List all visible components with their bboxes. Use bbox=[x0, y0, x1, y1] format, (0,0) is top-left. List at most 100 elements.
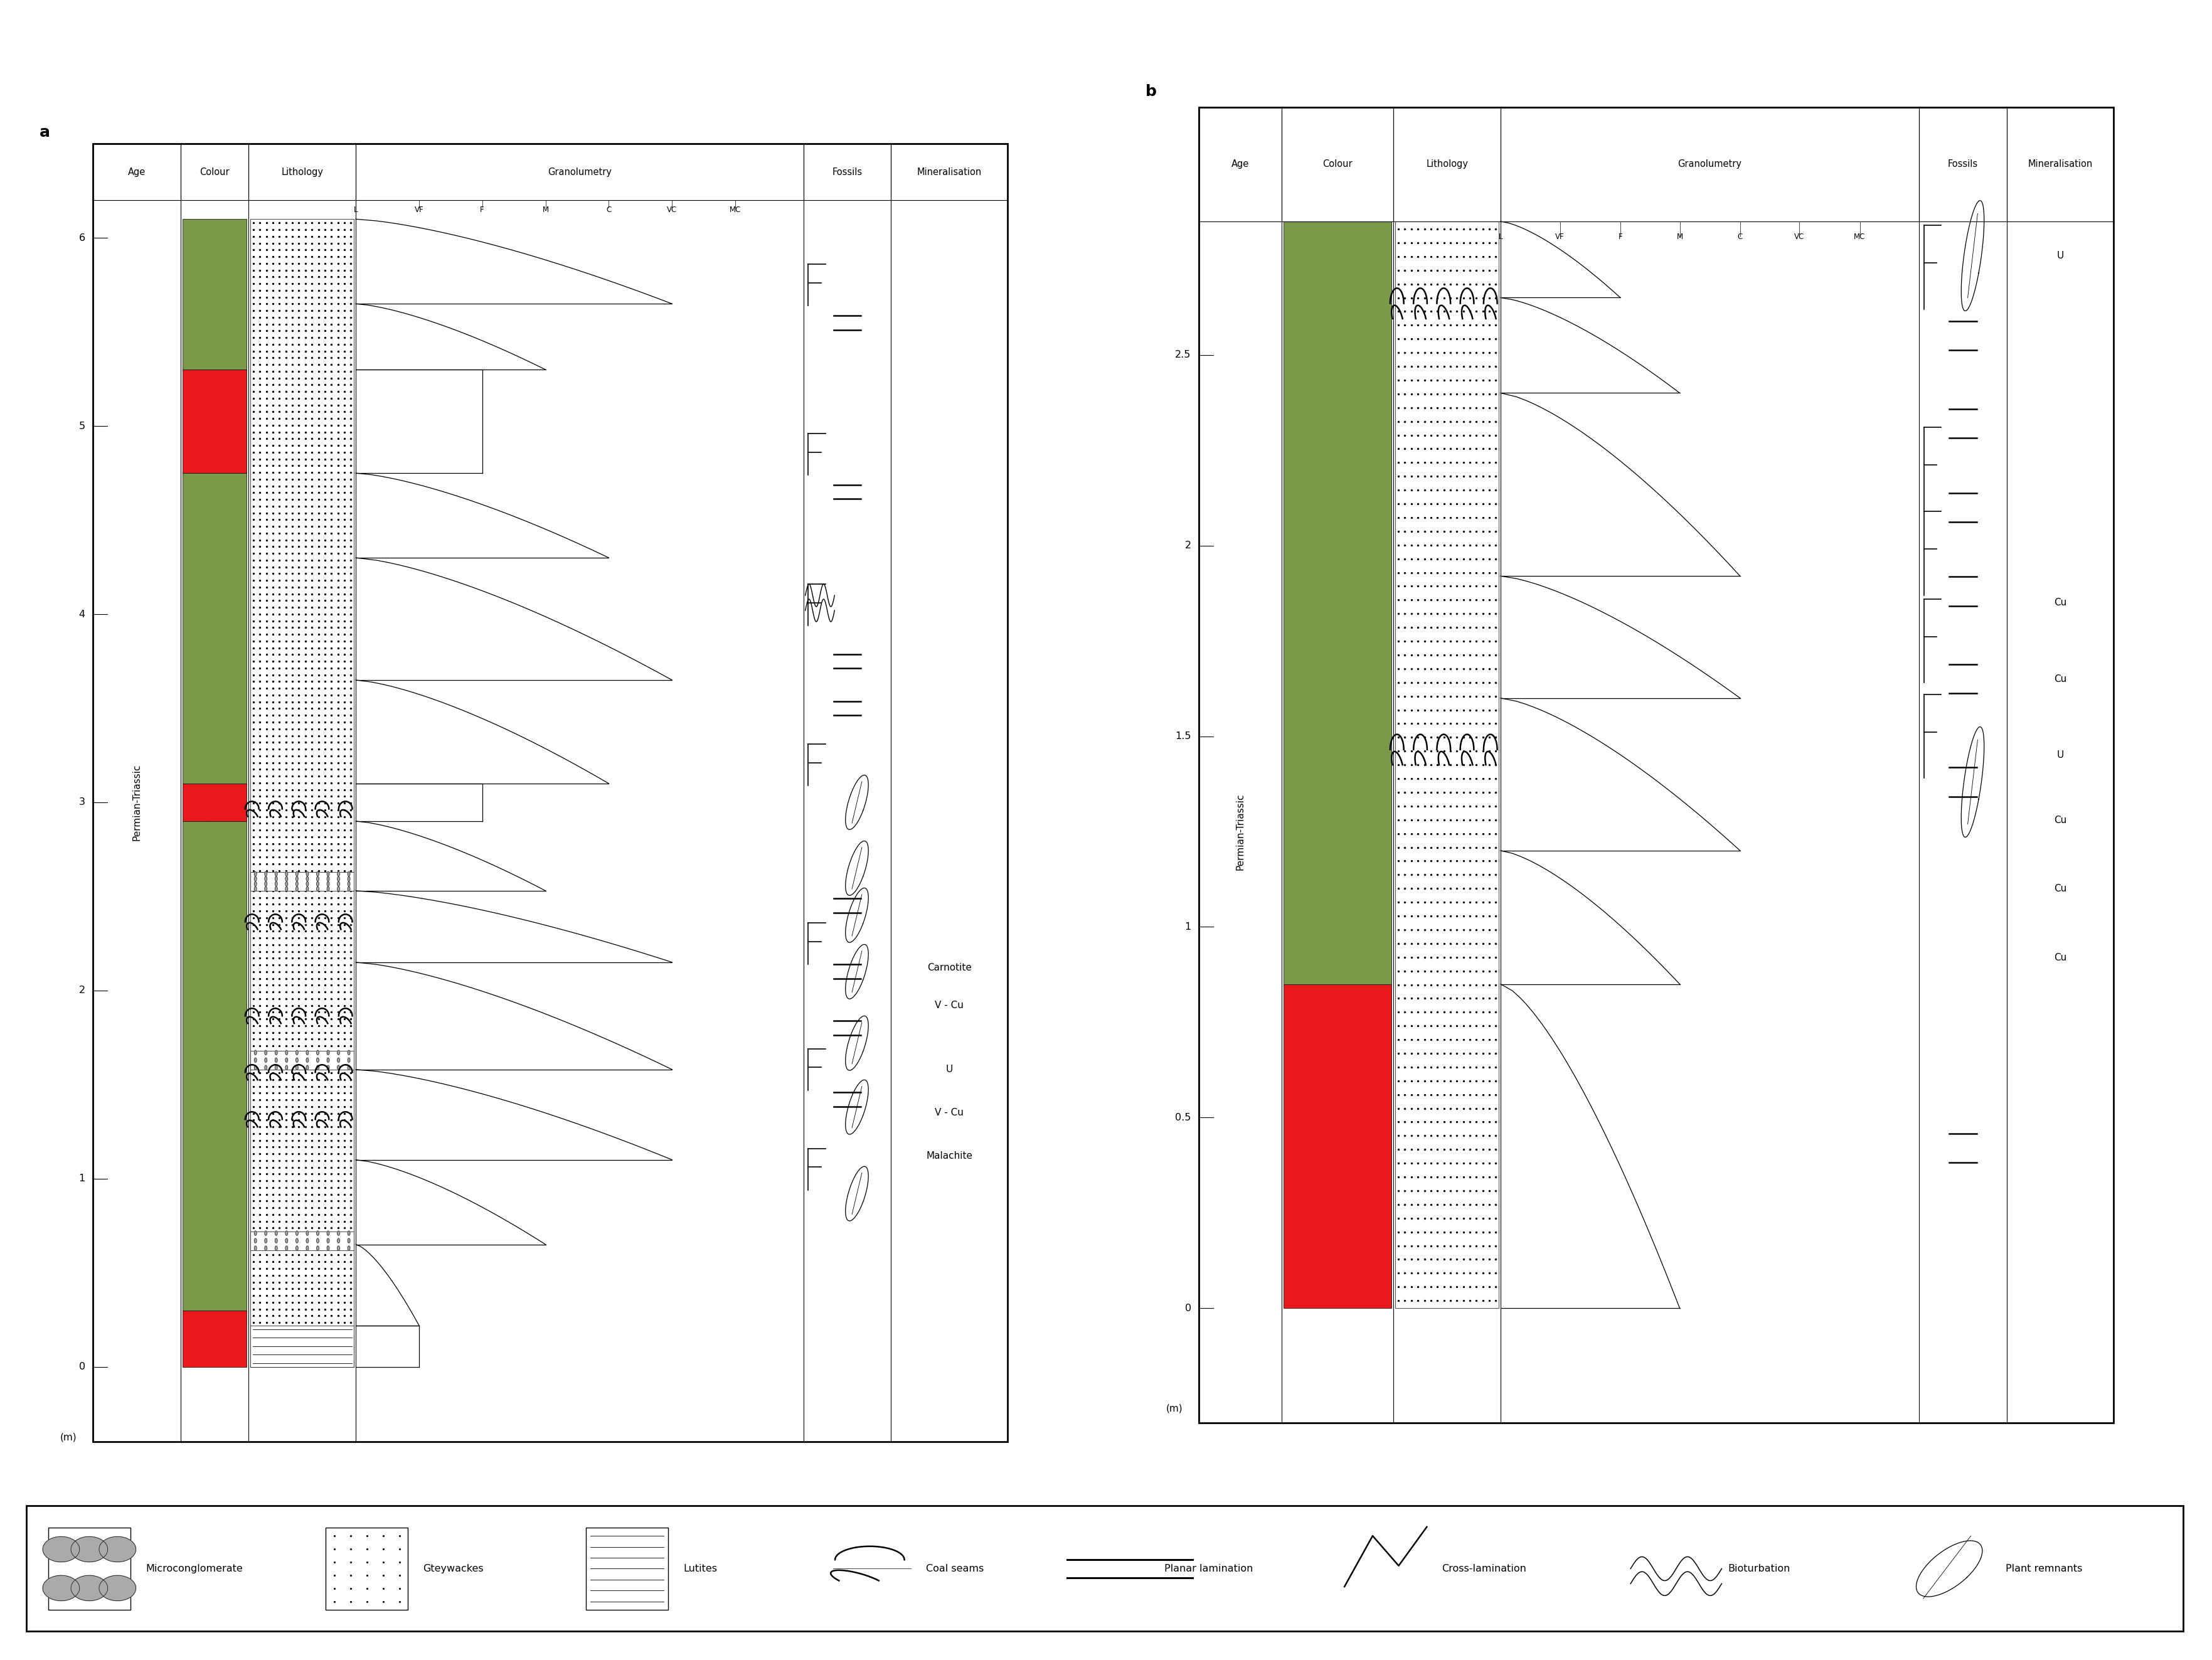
Circle shape bbox=[274, 1247, 276, 1250]
Text: MC: MC bbox=[1854, 232, 1865, 241]
Text: Bioturbation: Bioturbation bbox=[1728, 1564, 1790, 1574]
Bar bbox=[181, 370, 248, 473]
Circle shape bbox=[296, 1232, 299, 1235]
Text: VC: VC bbox=[1794, 232, 1805, 241]
Text: Microconglomerate: Microconglomerate bbox=[146, 1564, 243, 1574]
Text: Permian-Triassic: Permian-Triassic bbox=[133, 764, 142, 840]
Text: Granolumetry: Granolumetry bbox=[549, 168, 611, 178]
Circle shape bbox=[347, 1057, 349, 1062]
Circle shape bbox=[347, 1051, 349, 1054]
Circle shape bbox=[265, 1238, 268, 1243]
Text: 0: 0 bbox=[80, 1361, 84, 1371]
Circle shape bbox=[265, 1057, 268, 1062]
Circle shape bbox=[305, 881, 307, 886]
Text: V - Cu: V - Cu bbox=[936, 1107, 964, 1117]
Text: Malachite: Malachite bbox=[927, 1152, 973, 1160]
Circle shape bbox=[336, 881, 341, 886]
Circle shape bbox=[285, 1238, 288, 1243]
Circle shape bbox=[327, 1247, 330, 1250]
Circle shape bbox=[254, 881, 257, 886]
Circle shape bbox=[336, 1232, 341, 1235]
Circle shape bbox=[265, 1051, 268, 1054]
Text: U: U bbox=[947, 1064, 953, 1074]
Text: 0: 0 bbox=[1186, 1303, 1190, 1313]
Circle shape bbox=[285, 1051, 288, 1054]
Bar bbox=[250, 1325, 354, 1366]
Circle shape bbox=[336, 872, 341, 876]
Circle shape bbox=[274, 881, 276, 886]
Circle shape bbox=[285, 886, 288, 891]
Bar bbox=[1396, 221, 1500, 1308]
Circle shape bbox=[327, 1057, 330, 1062]
Bar bbox=[181, 1310, 248, 1366]
Text: 2: 2 bbox=[1186, 541, 1190, 549]
Text: C: C bbox=[1736, 232, 1743, 241]
Text: C: C bbox=[606, 206, 611, 214]
Bar bbox=[250, 1051, 354, 1069]
Circle shape bbox=[274, 876, 276, 881]
Circle shape bbox=[71, 1537, 108, 1562]
Circle shape bbox=[254, 1247, 257, 1250]
Bar bbox=[586, 1527, 668, 1610]
Text: M: M bbox=[1677, 232, 1683, 241]
Circle shape bbox=[316, 1238, 319, 1243]
Circle shape bbox=[254, 1066, 257, 1069]
Circle shape bbox=[305, 886, 307, 891]
Bar bbox=[181, 784, 248, 822]
Text: (m): (m) bbox=[60, 1433, 77, 1443]
Circle shape bbox=[347, 1238, 349, 1243]
Circle shape bbox=[305, 1051, 307, 1054]
Circle shape bbox=[274, 1051, 276, 1054]
Circle shape bbox=[347, 1247, 349, 1250]
Text: Buntsandstein: Buntsandstein bbox=[1325, 797, 1334, 867]
Circle shape bbox=[347, 1066, 349, 1069]
Text: 3: 3 bbox=[80, 797, 84, 807]
Circle shape bbox=[336, 1057, 341, 1062]
Circle shape bbox=[265, 876, 268, 881]
Text: MC: MC bbox=[730, 206, 741, 214]
Circle shape bbox=[305, 1238, 307, 1243]
Circle shape bbox=[336, 876, 341, 881]
Bar bbox=[181, 219, 248, 370]
Circle shape bbox=[336, 1238, 341, 1243]
Text: Mineralisation: Mineralisation bbox=[2028, 159, 2093, 169]
Circle shape bbox=[305, 1066, 307, 1069]
Text: VF: VF bbox=[414, 206, 422, 214]
Circle shape bbox=[100, 1575, 135, 1600]
Text: M: M bbox=[542, 206, 549, 214]
Bar bbox=[250, 1232, 354, 1250]
Circle shape bbox=[305, 1057, 307, 1062]
Text: Fossils: Fossils bbox=[1949, 159, 1978, 169]
Bar bbox=[250, 872, 354, 891]
Circle shape bbox=[254, 876, 257, 881]
Text: 2: 2 bbox=[80, 986, 84, 996]
Circle shape bbox=[305, 876, 307, 881]
Circle shape bbox=[274, 886, 276, 891]
Circle shape bbox=[316, 1057, 319, 1062]
Text: Buntsandstein: Buntsandstein bbox=[201, 769, 212, 837]
Bar bbox=[181, 473, 248, 784]
Circle shape bbox=[305, 1247, 307, 1250]
Circle shape bbox=[265, 872, 268, 876]
Text: Mineralisation: Mineralisation bbox=[918, 168, 982, 178]
Circle shape bbox=[327, 1238, 330, 1243]
Circle shape bbox=[336, 886, 341, 891]
Text: 5: 5 bbox=[80, 422, 84, 432]
Text: b: b bbox=[1146, 85, 1157, 100]
Circle shape bbox=[265, 1066, 268, 1069]
Text: Plant remnants: Plant remnants bbox=[2006, 1564, 2081, 1574]
Text: Carnotite: Carnotite bbox=[927, 963, 971, 973]
Text: (m): (m) bbox=[1166, 1404, 1183, 1413]
Circle shape bbox=[347, 886, 349, 891]
Circle shape bbox=[274, 1066, 276, 1069]
Circle shape bbox=[285, 1232, 288, 1235]
Text: Cu: Cu bbox=[2055, 885, 2066, 893]
Circle shape bbox=[347, 1232, 349, 1235]
Circle shape bbox=[296, 876, 299, 881]
Circle shape bbox=[285, 1247, 288, 1250]
Text: Cu: Cu bbox=[2055, 953, 2066, 963]
Circle shape bbox=[265, 886, 268, 891]
Circle shape bbox=[336, 1051, 341, 1054]
Text: L: L bbox=[1498, 232, 1502, 241]
Text: Cross-lamination: Cross-lamination bbox=[1442, 1564, 1526, 1574]
